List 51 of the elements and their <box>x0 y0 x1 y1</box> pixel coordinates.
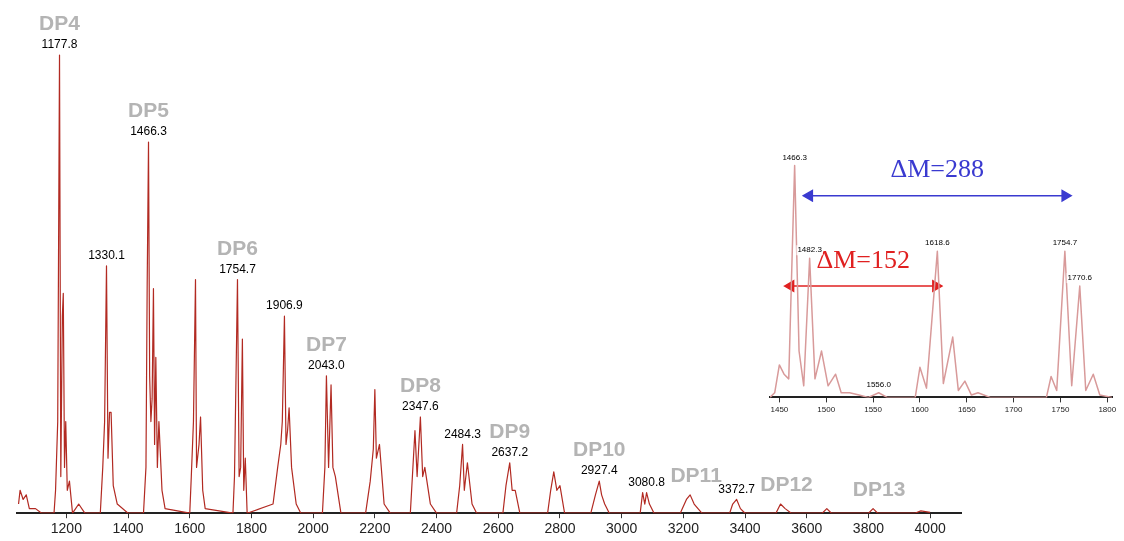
x-tick-label: 3000 <box>606 520 638 537</box>
annotation: DP12 <box>760 472 813 496</box>
annotation: 1466.3 <box>782 152 808 162</box>
annotation: DP9 <box>489 419 531 443</box>
annotation: DP5 <box>128 98 170 122</box>
x-tick-label: 1200 <box>50 520 83 537</box>
x-tick-label: 1500 <box>817 405 836 415</box>
x-tick-label: 1700 <box>1004 405 1024 415</box>
annotation: 1618.6 <box>925 238 951 248</box>
annotation: 2484.3 <box>444 426 482 441</box>
x-tick-label: 3200 <box>667 520 700 537</box>
annotation: 3080.8 <box>628 474 666 489</box>
x-tick-label: 1800 <box>1098 405 1117 415</box>
x-tick-label: 3400 <box>729 520 761 537</box>
annotation: 1330.1 <box>88 248 126 263</box>
x-tick-label: 1750 <box>1051 405 1070 415</box>
x-tick-label: 4000 <box>914 520 946 537</box>
x-tick-label: 2400 <box>420 520 453 537</box>
annotation: DP8 <box>399 373 442 397</box>
x-tick-label: 1600 <box>174 520 206 537</box>
x-tick-label: 1550 <box>864 405 883 415</box>
annotation: 1466.3 <box>130 124 168 139</box>
x-tick-label: 3800 <box>852 520 885 537</box>
x-tick-label: 2200 <box>359 520 391 537</box>
x-tick-label: 2000 <box>297 520 329 537</box>
x-tick-label: 2800 <box>544 520 576 537</box>
annotation: 1754.7 <box>219 261 257 276</box>
annotation: 1906.9 <box>266 298 304 313</box>
annotation: 1177.8 <box>41 37 78 52</box>
annotation: 1556.0 <box>866 379 892 389</box>
series-label: ΔM=288 <box>890 154 985 184</box>
annotation: 1770.6 <box>1067 273 1093 283</box>
annotation: DP6 <box>217 235 258 259</box>
annotation: DP13 <box>852 476 906 500</box>
annotation: DP7 <box>305 332 347 356</box>
x-tick-label: 1450 <box>770 405 789 415</box>
x-tick-label: 1800 <box>235 520 268 537</box>
annotation: 2347.6 <box>402 399 440 414</box>
x-tick-label: 1400 <box>112 520 144 537</box>
x-tick-label: 3600 <box>791 520 823 537</box>
x-tick-label: 1650 <box>957 405 977 415</box>
annotation: DP10 <box>572 437 626 461</box>
annotation: 2043.0 <box>308 358 346 373</box>
annotation: DP4 <box>39 11 81 35</box>
annotation: 1482.3 <box>797 245 823 255</box>
annotation: 1754.7 <box>1052 238 1078 248</box>
annotation: 2637.2 <box>491 445 529 460</box>
annotation: 3372.7 <box>718 481 756 496</box>
x-tick-label: 1600 <box>911 405 930 415</box>
x-tick-label: 2600 <box>482 520 515 537</box>
annotation: 2927.4 <box>580 463 618 478</box>
